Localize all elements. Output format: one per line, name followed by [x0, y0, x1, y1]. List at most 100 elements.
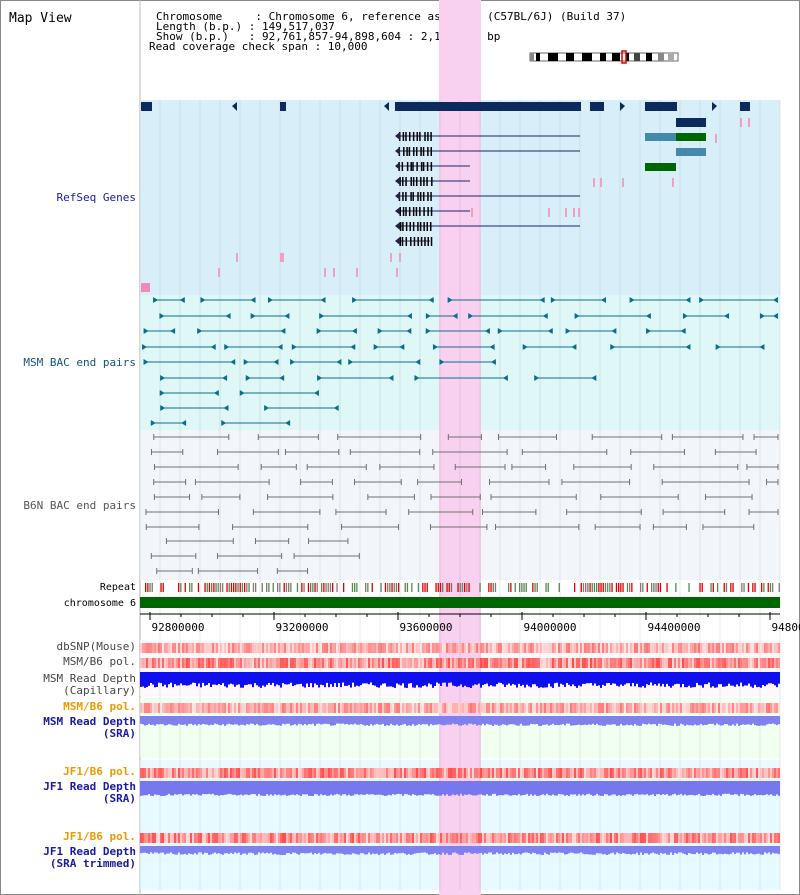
msm-pol2-band — [216, 703, 218, 713]
jf1-pol2-band — [360, 833, 362, 843]
msm-sra-depth — [284, 716, 286, 725]
jf1-sra-depth — [170, 781, 172, 796]
jf1-trim-depth — [690, 846, 692, 854]
jf1-sra-depth — [192, 781, 194, 795]
exon — [405, 237, 408, 246]
msm-pol2-band — [512, 703, 514, 713]
bac-end — [150, 420, 156, 426]
msm-pol-band — [320, 658, 322, 668]
msm-sra-depth — [324, 716, 326, 724]
exon — [399, 222, 402, 231]
msm-pol2-band — [374, 703, 376, 713]
msm-sra-depth — [402, 716, 404, 725]
jf1-sra-depth — [656, 781, 658, 795]
jf1-pol2-band — [708, 833, 710, 843]
msm-pol2-band — [768, 703, 770, 713]
bac-end — [170, 328, 176, 334]
msm-capillary-depth — [414, 672, 416, 688]
exon — [402, 192, 404, 201]
msm-capillary-depth — [228, 672, 230, 685]
jf1-pol2-band — [468, 833, 470, 843]
jf1-trim-depth — [726, 846, 728, 855]
jf1-pol2-band — [174, 833, 176, 843]
jf1-sra-depth — [222, 781, 224, 796]
repeat-element — [237, 583, 239, 592]
jf1-trim-depth — [330, 846, 332, 854]
jf1-trim-depth — [400, 846, 402, 854]
jf1-pol-band — [756, 768, 758, 778]
msm-sra-depth — [482, 716, 484, 724]
jf1-pol-band — [412, 768, 414, 778]
msm-pol-band — [446, 658, 448, 668]
jf1-sra-depth — [236, 781, 238, 796]
jf1-pol2-band — [380, 833, 382, 843]
jf1-sra-depth — [674, 781, 676, 794]
jf1-pol2-band — [564, 833, 566, 843]
dbsnp-band — [634, 643, 636, 653]
refseq-marker — [471, 208, 473, 217]
repeat-element — [525, 583, 527, 592]
bac-end — [213, 390, 219, 396]
msm-capillary-depth — [686, 672, 688, 688]
msm-sra-depth — [384, 716, 386, 726]
header-length: Length (b.p.) : 149,517,037 — [156, 20, 335, 33]
jf1-pol2-band — [246, 833, 248, 843]
msm-capillary-depth — [276, 672, 278, 685]
msm-capillary-depth — [624, 672, 626, 685]
jf1-pol-band — [266, 768, 268, 778]
jf1-trim-depth — [740, 846, 742, 855]
msm-capillary-depth — [200, 672, 202, 688]
dbsnp-band — [424, 643, 426, 653]
msm-sra-depth — [518, 716, 520, 726]
dbsnp-band — [518, 643, 520, 653]
dbsnp-band — [766, 643, 768, 653]
bac-end — [273, 359, 279, 365]
dbsnp-band — [614, 643, 616, 653]
exon — [410, 177, 412, 186]
msm-pol-band — [556, 658, 558, 668]
msm-capillary-depth — [154, 672, 156, 688]
jf1-trim-depth — [226, 846, 228, 854]
jf1-pol-band — [184, 768, 186, 778]
msm-capillary-depth — [400, 672, 402, 686]
jf1-sra-depth — [418, 781, 420, 796]
msm-sra-depth — [534, 716, 536, 725]
msm-sra-depth — [288, 716, 290, 724]
msm-pol2-band — [460, 703, 462, 713]
dbsnp-band — [368, 643, 370, 653]
msm-sra-depth — [250, 716, 252, 724]
bac-end — [439, 359, 445, 365]
bac-end — [432, 344, 438, 350]
exon — [402, 207, 405, 216]
jf1-sra-depth — [690, 781, 692, 795]
jf1-pol-band — [684, 768, 686, 778]
msm-capillary-depth — [530, 672, 532, 688]
msm-pol-band — [650, 658, 652, 668]
repeat-element — [435, 583, 437, 592]
jf1-pol2-band — [286, 833, 288, 843]
dbsnp-band — [606, 643, 608, 653]
msm-capillary-depth — [168, 672, 170, 685]
msm-pol2-band — [712, 703, 714, 713]
bac-end — [348, 359, 354, 365]
jf1-trim-depth — [552, 846, 554, 853]
msm-pol-band — [616, 658, 618, 668]
repeat-element — [228, 583, 230, 592]
jf1-pol2-band — [376, 833, 378, 843]
jf1-sra-depth — [476, 781, 478, 796]
msm-sra-depth — [668, 716, 670, 726]
jf1-pol-band — [552, 768, 554, 778]
msm-capillary-depth — [480, 672, 482, 688]
msm-sra-depth — [470, 716, 472, 724]
msm-sra-depth — [714, 716, 716, 726]
jf1-pol2-band — [664, 833, 666, 843]
jf1-sra-depth — [174, 781, 176, 795]
dbsnp-band — [666, 643, 668, 653]
msm-pol2-band — [686, 703, 688, 713]
dbsnp-band — [294, 643, 296, 653]
jf1-sra-depth — [340, 781, 342, 796]
jf1-sra-depth — [514, 781, 516, 795]
jf1-trim-depth — [142, 846, 144, 853]
jf1-pol2-band — [378, 833, 380, 843]
